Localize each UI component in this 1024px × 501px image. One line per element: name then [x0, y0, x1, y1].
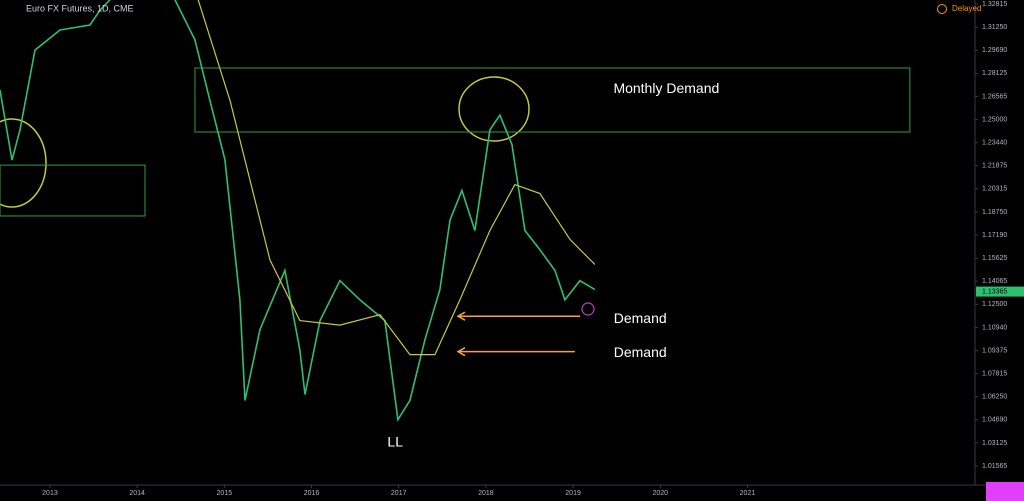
y-tick-label: 1.04690 [982, 417, 1007, 424]
y-tick-label: 1.29690 [982, 47, 1007, 54]
annotation: Demand [614, 310, 667, 326]
x-tick-label: 2017 [391, 490, 407, 497]
y-tick-label: 1.28125 [982, 70, 1007, 77]
last-price-box [976, 286, 1024, 297]
price-line [197, 0, 596, 356]
y-tick-label: 1.32815 [982, 1, 1007, 8]
arrow [456, 347, 575, 357]
y-tick-label: 1.06250 [982, 394, 1007, 401]
y-tick-label: 1.17190 [982, 232, 1007, 239]
plot-area [0, 0, 911, 423]
annotation: LL [387, 433, 403, 449]
highlight-circle [0, 118, 47, 208]
x-tick-label: 2016 [304, 490, 320, 497]
status: Delayed [952, 4, 981, 13]
arrow [456, 311, 581, 321]
y-tick-label: 1.03125 [982, 440, 1007, 447]
highlight-circle [458, 76, 530, 142]
y-tick-label: 1.07815 [982, 370, 1007, 377]
y-tick-label: 1.25000 [982, 116, 1007, 123]
y-tick-label: 1.12500 [982, 301, 1007, 308]
delayed-icon [937, 4, 947, 14]
y-tick-label: 1.18750 [982, 209, 1007, 216]
marker-circle [581, 302, 595, 316]
x-tick-label: 2014 [129, 490, 145, 497]
scroll-marker [986, 482, 1024, 501]
annotation: Monthly Demand [613, 80, 719, 96]
y-tick-label: 1.26565 [982, 93, 1007, 100]
y-tick-label: 1.01565 [982, 463, 1007, 470]
x-tick-label: 2019 [565, 490, 581, 497]
demand-zone [0, 164, 146, 217]
last-price-label: 1.13365 [982, 288, 1007, 295]
x-tick-label: 2020 [652, 490, 668, 497]
y-tick-label: 1.14065 [982, 278, 1007, 285]
y-tick-label: 1.09375 [982, 347, 1007, 354]
annotation: Demand [614, 344, 667, 360]
demand-zone [194, 67, 911, 133]
price-line [0, 0, 596, 423]
x-tick-label: 2015 [217, 490, 233, 497]
y-tick-label: 1.20315 [982, 186, 1007, 193]
x-tick-label: 2018 [478, 490, 494, 497]
x-tick-label: 2013 [42, 490, 58, 497]
x-tick-label: 2021 [740, 490, 756, 497]
y-tick-label: 1.15625 [982, 255, 1007, 262]
y-tick-label: 1.10940 [982, 324, 1007, 331]
y-tick-label: 1.23440 [982, 139, 1007, 146]
y-tick-label: 1.21875 [982, 163, 1007, 170]
symbol-title: Euro FX Futures, 1D, CME [26, 3, 134, 13]
y-tick-label: 1.31250 [982, 24, 1007, 31]
